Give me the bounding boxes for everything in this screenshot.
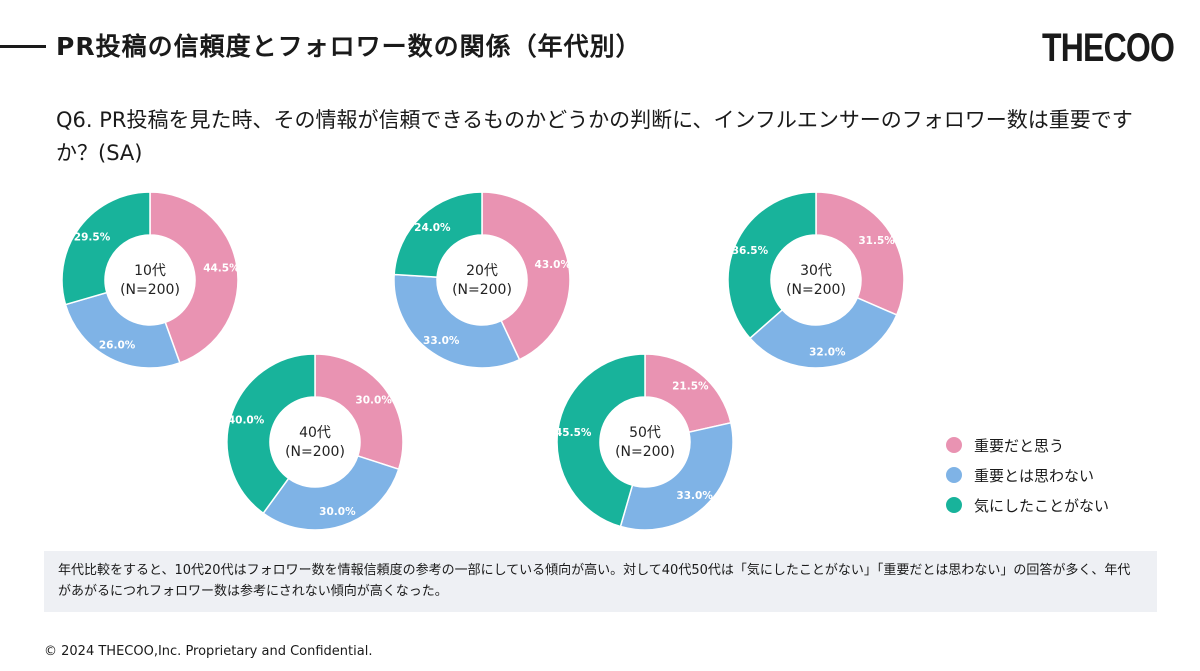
- sample-size-label-4: (N=200): [615, 444, 675, 460]
- legend-label-important: 重要だと思う: [974, 436, 1065, 455]
- data-label-dont-care-1: 24.0%: [414, 222, 451, 234]
- brand-logo: THECOO: [1042, 26, 1175, 70]
- age-label-3: 40代: [299, 425, 331, 441]
- slice-important-4: [644, 353, 732, 434]
- data-label-not-important-4: 33.0%: [676, 490, 713, 502]
- data-label-dont-care-2: 36.5%: [732, 245, 769, 257]
- summary-text: 年代比較をすると、10代20代はフォロワー数を情報信頼度の参考の一部にしている傾…: [58, 563, 1131, 599]
- age-label-0: 10代: [134, 263, 166, 279]
- slice-dont-care-4: [556, 353, 646, 528]
- header-rule: [0, 45, 46, 48]
- legend-item-important: 重要だと思う: [946, 430, 1109, 460]
- slice-dont-care-0: [61, 191, 151, 306]
- copyright-footer: © 2024 THECOO,Inc. Proprietary and Confi…: [44, 644, 373, 659]
- page-title: PR投稿の信頼度とフォロワー数の関係（年代別）: [56, 32, 642, 61]
- slice-important-2: [815, 191, 905, 316]
- survey-question: Q6. PR投稿を見た時、その情報が信頼できるものかどうかの判断に、インフルエン…: [56, 108, 1133, 165]
- data-label-important-3: 30.0%: [355, 394, 392, 406]
- slice-not-important-4: [619, 421, 734, 531]
- data-label-dont-care-4: 45.5%: [555, 427, 592, 439]
- legend-label-dont-care: 気にしたことがない: [974, 496, 1110, 515]
- data-label-important-0: 44.5%: [203, 263, 240, 275]
- slice-important-0: [149, 191, 239, 364]
- data-label-dont-care-3: 40.0%: [228, 415, 265, 427]
- sample-size-label-3: (N=200): [285, 444, 345, 460]
- data-label-important-2: 31.5%: [858, 235, 895, 247]
- sample-size-label-1: (N=200): [452, 282, 512, 298]
- data-label-not-important-0: 26.0%: [99, 340, 136, 352]
- data-label-important-1: 43.0%: [535, 259, 572, 271]
- slice-not-important-0: [64, 291, 181, 369]
- chart-legend: 重要だと思う 重要とは思わない 気にしたことがない: [946, 430, 1109, 520]
- data-label-important-4: 21.5%: [672, 380, 709, 392]
- legend-swatch-dont-care: [946, 497, 962, 513]
- slice-dont-care-3: [226, 353, 316, 515]
- legend-swatch-important: [946, 437, 962, 453]
- slice-dont-care-2: [727, 191, 817, 340]
- slice-not-important-2: [748, 296, 898, 369]
- slice-not-important-1: [393, 273, 521, 369]
- data-label-not-important-2: 32.0%: [809, 347, 846, 359]
- legend-swatch-not-important: [946, 467, 962, 483]
- slice-dont-care-1: [393, 191, 483, 278]
- data-label-dont-care-0: 29.5%: [74, 231, 111, 243]
- slice-important-3: [314, 353, 404, 471]
- age-label-2: 30代: [800, 263, 832, 279]
- legend-item-dont-care: 気にしたことがない: [946, 490, 1109, 520]
- summary-box: 年代比較をすると、10代20代はフォロワー数を情報信頼度の参考の一部にしている傾…: [44, 551, 1157, 612]
- sample-size-label-2: (N=200): [786, 282, 846, 298]
- age-label-4: 50代: [629, 425, 661, 441]
- age-label-1: 20代: [466, 263, 498, 279]
- slice-important-1: [481, 191, 571, 361]
- sample-size-label-0: (N=200): [120, 282, 180, 298]
- slice-not-important-3: [262, 454, 400, 531]
- legend-label-not-important: 重要とは思わない: [974, 466, 1095, 485]
- legend-item-not-important: 重要とは思わない: [946, 460, 1109, 490]
- data-label-not-important-1: 33.0%: [423, 335, 460, 347]
- data-label-not-important-3: 30.0%: [319, 506, 356, 518]
